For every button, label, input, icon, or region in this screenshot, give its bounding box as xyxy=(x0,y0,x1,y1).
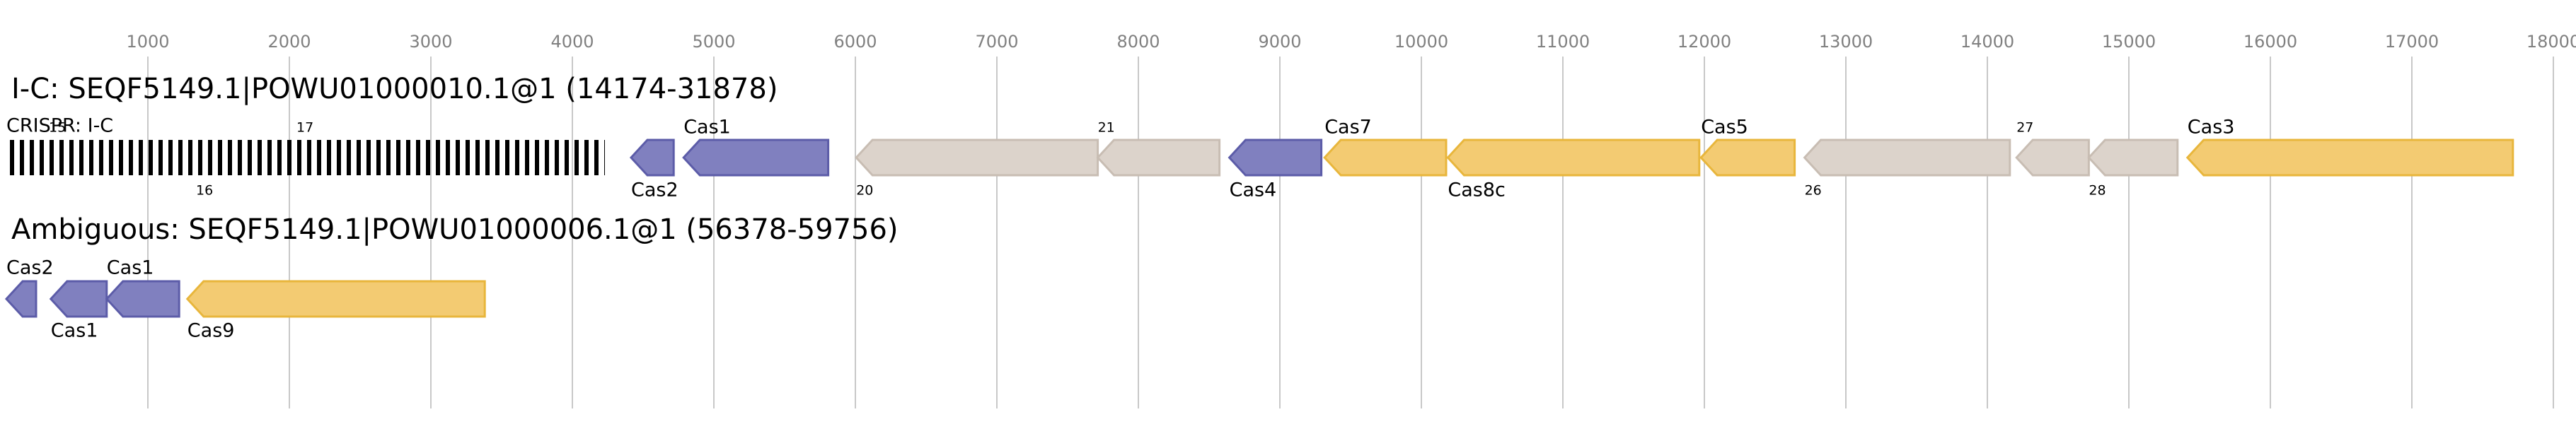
gene-arrow xyxy=(49,280,108,318)
crispr-annotation: 16 xyxy=(196,183,213,199)
gene-label: Cas4 xyxy=(1230,179,1277,201)
gene-arrow xyxy=(1228,139,1323,177)
x-tick-label: 6000 xyxy=(833,32,877,52)
gene-arrow xyxy=(1446,139,1701,177)
gene-arrow xyxy=(2015,139,2090,177)
gene-label: Cas5 xyxy=(1701,117,1748,139)
x-tick-label: 12000 xyxy=(1677,32,1731,52)
gene-arrow xyxy=(105,280,180,318)
gene-label: Cas2 xyxy=(631,179,678,201)
x-tick-label: 9000 xyxy=(1258,32,1301,52)
gene-arrow xyxy=(855,139,1099,177)
gene-label: Cas3 xyxy=(2188,117,2235,139)
gene-label: Cas1 xyxy=(107,257,154,279)
gene-label: Cas1 xyxy=(51,320,98,342)
x-tick-label: 14000 xyxy=(1960,32,2014,52)
gene-label: 20 xyxy=(856,183,873,199)
crispr-label: CRISPR: I-C xyxy=(6,115,113,137)
x-tick-label: 5000 xyxy=(692,32,735,52)
x-tick-label: 18000 xyxy=(2526,32,2576,52)
gene-label: Cas2 xyxy=(6,257,54,279)
gene-label: Cas7 xyxy=(1324,117,1372,139)
gene-arrow xyxy=(1699,139,1796,177)
x-tick-label: 17000 xyxy=(2385,32,2439,52)
gene-arrow xyxy=(4,280,37,318)
gene-label: 26 xyxy=(1805,183,1822,199)
gene-arrow xyxy=(2087,139,2179,177)
x-tick-label: 15000 xyxy=(2102,32,2156,52)
gene-label: Cas8c xyxy=(1448,179,1505,201)
x-tick-label: 2000 xyxy=(267,32,311,52)
gene-arrow xyxy=(2185,139,2514,177)
gene-label: Cas9 xyxy=(187,320,235,342)
gene-arrow xyxy=(682,139,830,177)
gene-arrow xyxy=(1096,139,1221,177)
track-title: I-C: SEQF5149.1|POWU01000010.1@1 (14174-… xyxy=(11,73,778,105)
gene-arrow xyxy=(1803,139,2011,177)
gene-label: 28 xyxy=(2089,183,2106,199)
x-tick-label: 8000 xyxy=(1116,32,1160,52)
gene-arrow xyxy=(185,280,486,318)
track-title: Ambiguous: SEQF5149.1|POWU01000006.1@1 (… xyxy=(11,213,899,246)
gene-label: 27 xyxy=(2016,120,2033,136)
x-tick-label: 3000 xyxy=(409,32,452,52)
crispr-annotation: 15 xyxy=(49,120,66,136)
gene-label: Cas1 xyxy=(683,117,731,139)
x-tick-label: 7000 xyxy=(975,32,1018,52)
crispr-annotation: 17 xyxy=(296,120,313,136)
gene-arrow xyxy=(629,139,675,177)
x-tick-label: 13000 xyxy=(1819,32,1873,52)
x-tick-label: 4000 xyxy=(550,32,594,52)
gene-label: 21 xyxy=(1098,120,1115,136)
gene-arrow xyxy=(1323,139,1448,177)
x-tick-label: 10000 xyxy=(1394,32,1448,52)
x-tick-label: 11000 xyxy=(1536,32,1590,52)
x-tick-label: 16000 xyxy=(2243,32,2297,52)
x-tick-label: 1000 xyxy=(126,32,169,52)
crispr-array xyxy=(6,140,605,175)
